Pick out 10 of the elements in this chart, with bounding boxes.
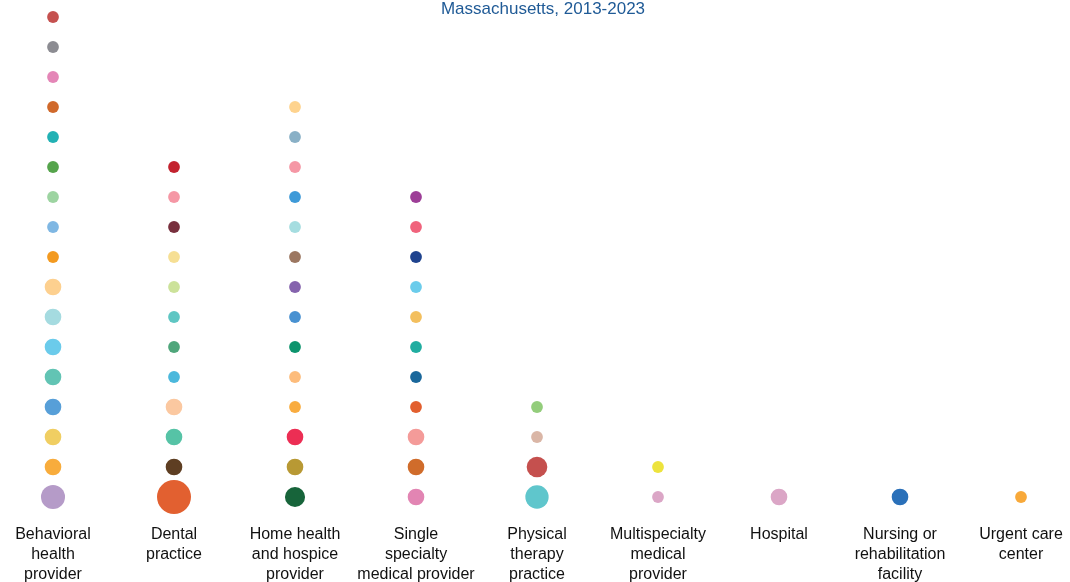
x-tick-label: Urgent care center: [979, 525, 1063, 562]
x-tick-label: Hospital: [750, 525, 808, 542]
x-tick-label: Behavioral health provider: [15, 525, 91, 582]
x-tick-label: Physical therapy practice: [507, 525, 567, 582]
x-tick-label: Multispecialty medical provider: [609, 525, 707, 582]
x-tick-label: Home health and hospice provider: [249, 525, 341, 582]
chart-subtitle: Massachusetts, 2013-2023: [440, 0, 646, 18]
x-tick-label: Nursing or rehabilitation facility: [854, 525, 946, 582]
x-tick-label: Dental practice: [145, 525, 203, 562]
x-tick-label: Single specialty medical provider: [357, 525, 476, 582]
